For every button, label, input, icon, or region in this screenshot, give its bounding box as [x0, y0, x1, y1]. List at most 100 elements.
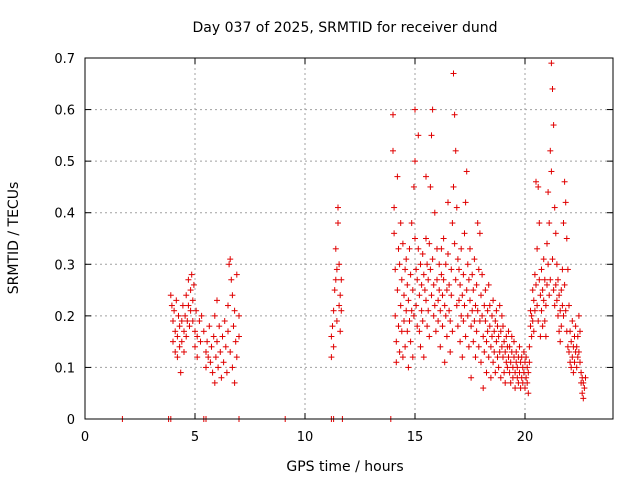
data-point: [580, 379, 587, 386]
data-point: [192, 328, 198, 335]
data-point: [410, 312, 417, 319]
data-point: [493, 307, 500, 314]
data-point: [480, 333, 487, 340]
data-point: [436, 261, 443, 268]
data-point: [487, 343, 494, 350]
data-point: [431, 302, 438, 309]
data-point: [208, 343, 215, 350]
data-point: [403, 256, 410, 263]
data-point: [232, 338, 239, 345]
data-point: [226, 261, 233, 268]
data-point: [181, 328, 187, 335]
data-point: [449, 328, 456, 335]
data-point: [497, 374, 504, 381]
data-point: [463, 168, 470, 175]
data-point: [526, 359, 533, 366]
data-point: [393, 338, 400, 345]
data-point: [456, 297, 462, 304]
data-point: [211, 379, 218, 386]
data-point: [483, 369, 490, 376]
data-point: [502, 379, 509, 386]
data-point: [393, 359, 400, 366]
data-point: [485, 281, 492, 288]
data-point: [453, 204, 460, 211]
data-point: [506, 369, 513, 376]
data-point: [170, 318, 176, 325]
data-point: [566, 302, 572, 309]
data-point: [471, 318, 478, 325]
data-point: [502, 348, 509, 355]
data-point: [430, 281, 437, 288]
data-point: [513, 348, 520, 355]
data-point: [481, 302, 488, 309]
data-point: [231, 379, 238, 386]
data-point: [459, 292, 466, 299]
data-point: [511, 338, 517, 345]
data-point: [503, 333, 510, 340]
data-point: [492, 369, 499, 376]
data-point: [176, 343, 183, 350]
data-point: [409, 287, 416, 294]
data-point: [535, 318, 542, 325]
data-point: [228, 276, 235, 283]
data-point: [492, 318, 499, 325]
data-point: [231, 307, 238, 314]
data-point: [573, 364, 580, 371]
data-point: [458, 312, 465, 319]
x-tick-label: 0: [81, 430, 89, 445]
data-point: [176, 323, 183, 330]
data-point: [484, 307, 491, 314]
data-point: [409, 354, 416, 361]
data-point: [553, 297, 560, 304]
data-point: [423, 235, 429, 242]
data-point: [397, 302, 404, 309]
data-point: [416, 328, 423, 335]
data-point: [483, 338, 490, 345]
data-point: [478, 359, 484, 366]
data-point: [459, 354, 466, 361]
data-point: [410, 183, 417, 190]
data-point: [168, 302, 175, 309]
data-point: [435, 297, 442, 304]
data-point: [476, 318, 483, 325]
data-point: [414, 323, 421, 330]
data-point: [416, 292, 423, 299]
data-point: [429, 256, 436, 263]
data-point: [398, 328, 405, 335]
data-point: [575, 348, 582, 355]
data-point: [559, 302, 566, 309]
data-point: [581, 385, 588, 392]
data-point: [236, 333, 242, 340]
data-point: [470, 287, 477, 294]
data-point: [394, 173, 401, 180]
data-point: [501, 338, 508, 345]
data-point: [412, 106, 418, 113]
data-point: [516, 343, 523, 350]
data-point: [186, 323, 193, 330]
data-point: [473, 281, 480, 288]
data-point: [328, 333, 335, 340]
data-point: [561, 178, 568, 185]
data-point: [403, 307, 410, 314]
data-point: [167, 292, 174, 299]
data-point: [582, 374, 589, 381]
data-point: [484, 328, 491, 335]
data-point: [520, 348, 527, 355]
grid-layer: [85, 58, 613, 419]
data-point: [435, 318, 442, 325]
data-point: [467, 245, 473, 252]
data-point: [439, 292, 446, 299]
data-point: [175, 312, 182, 319]
data-point: [536, 276, 543, 283]
data-point: [190, 281, 197, 288]
data-point: [402, 343, 409, 350]
data-point: [214, 297, 220, 304]
data-point: [547, 276, 554, 283]
data-point: [192, 343, 198, 350]
data-point: [407, 271, 414, 278]
data-point: [189, 297, 196, 304]
data-point: [333, 318, 340, 325]
data-point: [187, 307, 194, 314]
data-point: [526, 343, 533, 350]
